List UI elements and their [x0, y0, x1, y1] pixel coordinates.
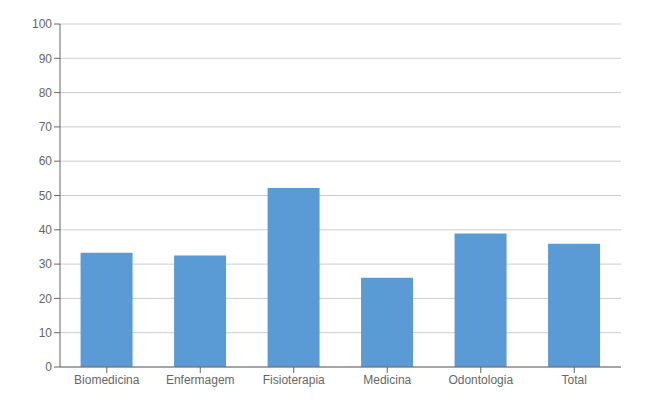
- svg-text:Total: Total: [562, 373, 587, 387]
- svg-text:100: 100: [32, 17, 52, 31]
- svg-text:70: 70: [39, 120, 53, 134]
- svg-text:20: 20: [39, 292, 53, 306]
- svg-text:40: 40: [39, 223, 53, 237]
- svg-text:10: 10: [39, 326, 53, 340]
- svg-text:90: 90: [39, 52, 53, 66]
- svg-text:Enfermagem: Enfermagem: [166, 373, 235, 387]
- svg-text:50: 50: [39, 189, 53, 203]
- svg-text:60: 60: [39, 154, 53, 168]
- svg-text:Fisioterapia: Fisioterapia: [263, 373, 325, 387]
- svg-text:Biomedicina: Biomedicina: [74, 373, 140, 387]
- svg-text:30: 30: [39, 257, 53, 271]
- svg-text:Odontologia: Odontologia: [448, 373, 513, 387]
- svg-text:Medicina: Medicina: [363, 373, 411, 387]
- svg-text:0: 0: [45, 360, 52, 374]
- svg-text:80: 80: [39, 86, 53, 100]
